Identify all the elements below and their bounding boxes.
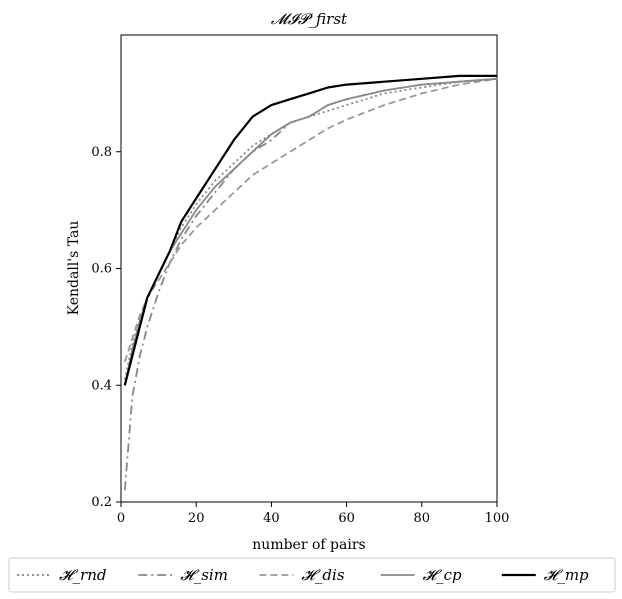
x-tick-label: 60 [338, 511, 355, 526]
y-tick-label: 0.8 [91, 145, 112, 160]
legend-label: 𝓗_sim [180, 566, 228, 584]
x-tick-label: 0 [117, 511, 125, 526]
chart-title: 𝓜𝓘𝓟_first [271, 10, 348, 28]
legend: 𝓗_rnd 𝓗_sim 𝓗_dis 𝓗_cp 𝓗_mp [17, 566, 589, 584]
y-axis-label: Kendall's Tau [66, 221, 82, 316]
x-tick-label: 80 [414, 511, 431, 526]
x-axis-ticks: 0 20 40 60 80 100 [117, 502, 510, 526]
plot-area [120, 34, 498, 503]
series-line-5 [123, 74, 497, 386]
x-axis-label: number of pairs [252, 537, 365, 553]
x-tick-label: 20 [188, 511, 205, 526]
legend-label: 𝓗_mp [544, 566, 589, 584]
legend-box [8, 557, 616, 593]
x-tick-label: 40 [263, 511, 280, 526]
legend-label: 𝓗_cp [423, 566, 462, 584]
y-tick-label: 0.6 [91, 262, 112, 277]
x-tick-label: 100 [485, 511, 510, 526]
y-tick-label: 0.2 [91, 495, 112, 510]
legend-label: 𝓗_dis [301, 566, 344, 584]
y-tick-label: 0.4 [91, 378, 112, 393]
series-lines [123, 74, 498, 491]
y-axis-ticks: 0.2 0.4 0.6 0.8 [91, 145, 121, 510]
legend-label: 𝓗_rnd [59, 566, 106, 584]
